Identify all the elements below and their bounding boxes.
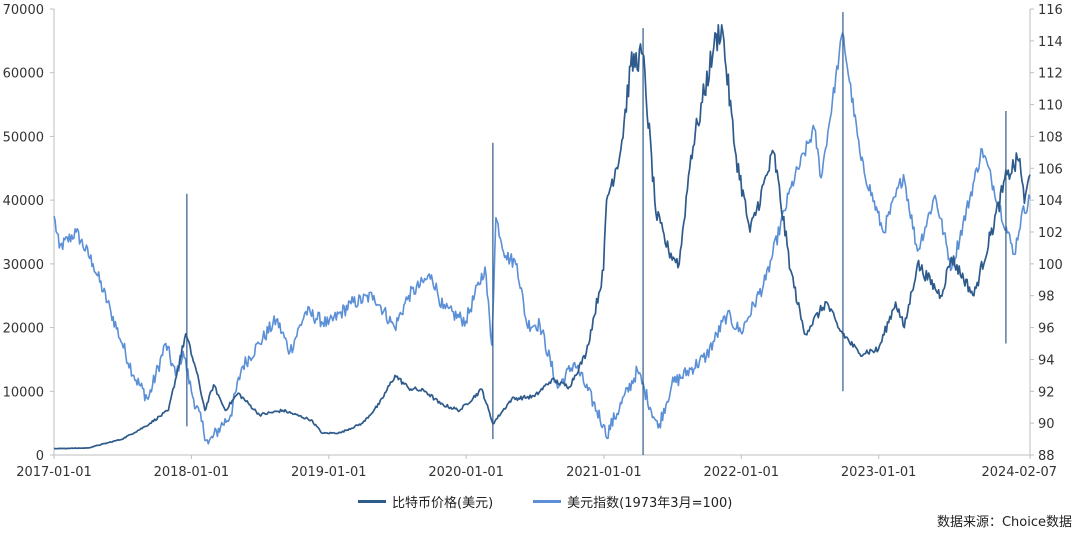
right-y-tick-label: 90 [1038,417,1055,432]
left-y-tick-label: 60000 [3,67,44,82]
left-y-tick-label: 50000 [3,130,44,145]
left-y-tick-label: 0 [36,449,44,464]
right-y-tick-label: 112 [1038,67,1063,82]
x-tick-label: 2024-02-07 [981,465,1057,480]
right-y-tick-label: 106 [1038,162,1063,177]
x-tick-label: 2021-01-01 [566,465,642,480]
legend-swatch-dollar-index [533,500,562,503]
legend-label-bitcoin: 比特币价格(美元) [392,496,494,511]
data-source-note: 数据来源：Choice数据 [936,515,1072,530]
right-y-tick-label: 94 [1038,353,1055,368]
right-y-tick-label: 116 [1038,3,1063,18]
right-y-tick-label: 96 [1038,322,1055,337]
left-y-tick-label: 20000 [3,322,44,337]
right-y-tick-label: 88 [1038,449,1055,464]
legend-item-dollar-index[interactable]: 美元指数(1973年3月=100) [533,492,732,511]
right-y-tick-label: 92 [1038,385,1055,400]
left-y-tick-label: 70000 [3,3,44,18]
x-tick-label: 2018-01-01 [154,465,230,480]
left-y-tick-label: 30000 [3,258,44,273]
left-y-tick-label: 40000 [3,194,44,209]
right-y-tick-label: 104 [1038,194,1063,209]
right-y-tick-label: 110 [1038,99,1063,114]
right-y-tick-label: 114 [1038,35,1063,50]
series-line-dollar-index [53,32,1031,445]
right-y-tick-label: 102 [1038,226,1063,241]
legend-label-dollar-index: 美元指数(1973年3月=100) [567,496,733,511]
right-y-tick-label: 98 [1038,290,1055,305]
x-tick-label: 2023-01-01 [841,465,917,480]
x-tick-label: 2022-01-01 [704,465,780,480]
left-y-tick-label: 10000 [3,385,44,400]
x-tick-label: 2019-01-01 [291,465,367,480]
legend-item-bitcoin[interactable]: 比特币价格(美元) [358,492,493,511]
right-y-tick-label: 108 [1038,130,1063,145]
legend: 比特币价格(美元) 美元指数(1973年3月=100) [358,492,772,511]
x-tick-label: 2020-01-01 [428,465,504,480]
x-tick-label: 2017-01-01 [16,465,92,480]
series-line-bitcoin [54,24,1031,450]
legend-swatch-bitcoin [358,500,386,503]
right-y-tick-label: 100 [1038,258,1063,273]
